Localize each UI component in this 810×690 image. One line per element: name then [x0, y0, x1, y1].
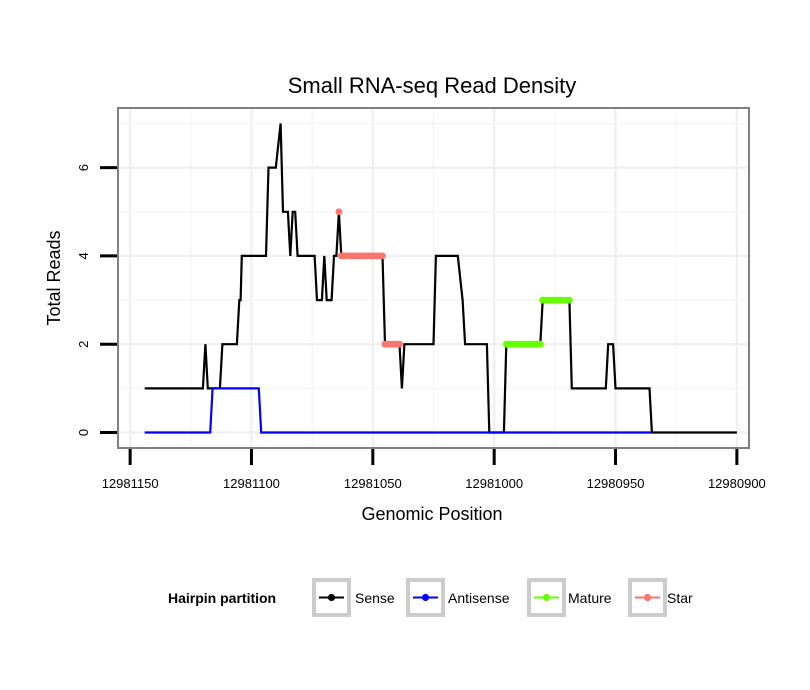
- legend-dot-sense: [327, 593, 336, 602]
- legend-dot-antisense: [421, 593, 430, 602]
- data-point-mature: [536, 340, 544, 348]
- y-tick-label: 6: [76, 164, 91, 171]
- legend-label-mature: Mature: [568, 590, 612, 606]
- series-layer: [144, 123, 737, 434]
- legend: Hairpin partition Sense Antisense Mature St…: [168, 578, 693, 617]
- data-point-star: [379, 252, 386, 260]
- legend-label-star: Star: [667, 590, 693, 606]
- x-axis-title: Genomic Position: [361, 504, 502, 524]
- y-tick-label: 4: [76, 252, 91, 259]
- x-tick-label: 12980950: [587, 476, 645, 491]
- legend-label-sense: Sense: [355, 590, 395, 606]
- x-tick-label: 12980900: [708, 476, 766, 491]
- legend-dot-star: [643, 593, 652, 602]
- legend-title: Hairpin partition: [168, 590, 276, 606]
- series-line-antisense: [144, 387, 652, 434]
- legend-dot-mature: [542, 593, 551, 602]
- data-point-mature: [566, 296, 573, 304]
- x-tick-label: 12981150: [102, 476, 159, 491]
- data-point-star: [335, 208, 343, 216]
- x-tick-label: 12981000: [465, 476, 523, 491]
- x-tick-label: 12981100: [223, 476, 280, 491]
- y-tick-label: 2: [76, 341, 91, 348]
- legend-label-antisense: Antisense: [448, 590, 510, 606]
- chart-title: Small RNA-seq Read Density: [288, 73, 577, 98]
- data-point-star: [396, 340, 403, 348]
- y-axis-title: Total Reads: [44, 230, 64, 325]
- y-tick-label: 0: [76, 429, 91, 436]
- plot-panel-border: [117, 107, 750, 449]
- axes: 12981150 12981100 12981050 12981000 12980950…: [76, 164, 766, 491]
- x-tick-label: 12981050: [344, 476, 402, 491]
